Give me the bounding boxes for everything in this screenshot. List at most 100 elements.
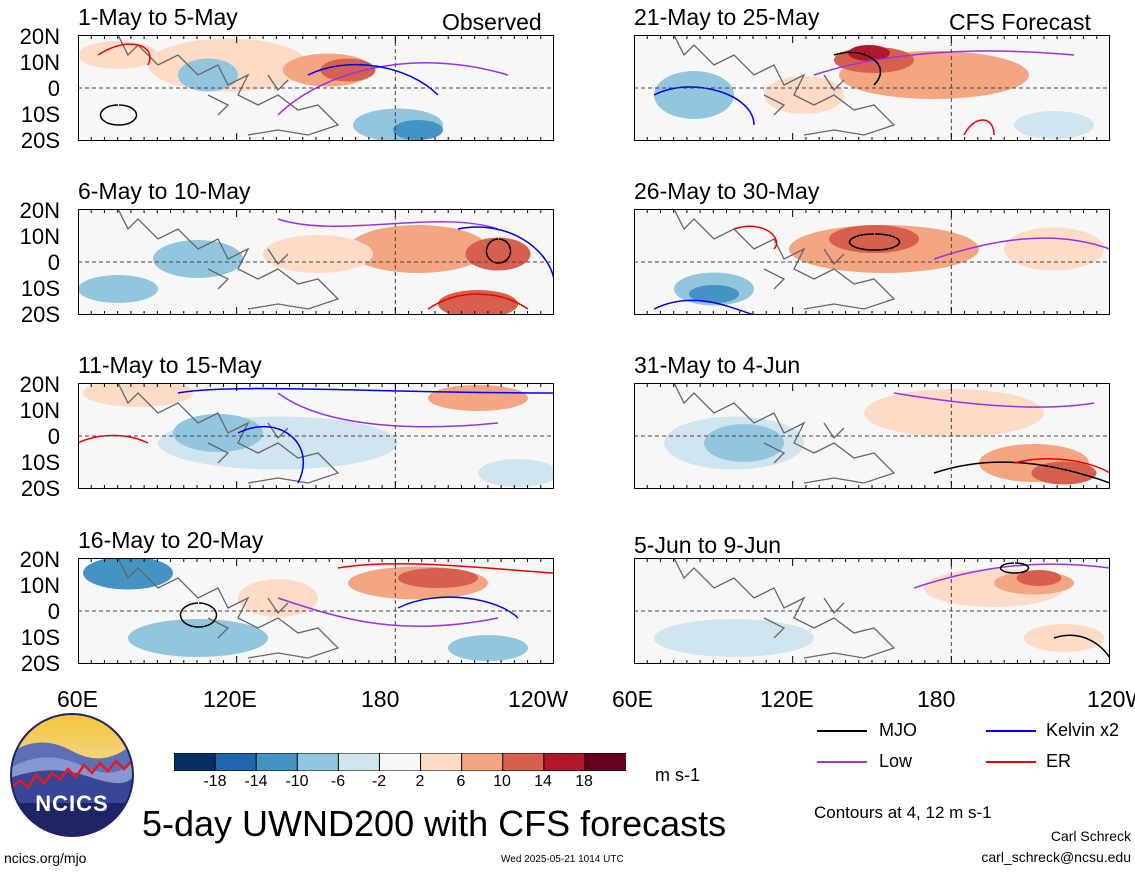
anomaly-shading	[764, 76, 844, 114]
anomaly-shading	[848, 45, 890, 61]
wave-contour	[813, 50, 1075, 76]
main-title: 5-day UWND200 with CFS forecasts	[142, 803, 727, 844]
map-panel-4	[78, 558, 554, 664]
map-panel-3	[78, 383, 554, 489]
wave-contour	[1013, 458, 1110, 474]
anomaly-shading	[398, 568, 478, 588]
panel-title-3: 11-May to 15-May	[78, 352, 262, 378]
coastline	[673, 35, 896, 136]
y-tick-label: 10N	[19, 224, 60, 249]
colorbar-swatches	[173, 752, 628, 772]
forecast-label: CFS Forecast	[949, 9, 1091, 35]
author-email: carl_schreck@ncsu.edu	[981, 849, 1131, 865]
colorbar-label: 18	[575, 773, 593, 790]
y-tick-label: 0	[47, 599, 60, 624]
wave-contour	[833, 51, 882, 86]
anomaly-shading	[654, 619, 814, 657]
y-tick-label: 20N	[19, 547, 60, 572]
colorbar-swatch	[255, 752, 299, 772]
wave-contour	[933, 237, 1110, 260]
colorbar-swatch	[337, 752, 381, 772]
colorbar-label: -10	[285, 773, 309, 790]
wave-contour	[893, 392, 1095, 408]
legend-label-er: ER	[1046, 751, 1072, 771]
contour-note: Contours at 4, 12 m s-1	[814, 803, 992, 822]
map-panel-5	[634, 35, 1110, 141]
y-tick-label: 0	[47, 250, 60, 275]
map-canvas	[634, 209, 1110, 315]
wave-contour	[1053, 634, 1110, 659]
colorbar-swatch	[378, 752, 422, 772]
colorbar-label: -14	[244, 773, 268, 790]
map-canvas	[78, 383, 554, 489]
y-tick-label: 10S	[20, 625, 60, 650]
wave-contour	[277, 392, 499, 428]
coastline	[117, 35, 340, 136]
timestamp: Wed 2025-05-21 1014 UTC	[501, 854, 624, 865]
anomaly-shading	[1024, 624, 1104, 652]
anomaly-shading	[173, 414, 263, 452]
wave-contour	[963, 119, 995, 136]
panel-title-2: 6-May to 10-May	[78, 178, 251, 204]
anomaly-shading	[83, 383, 193, 407]
ncics-logo: NCICS	[10, 713, 134, 837]
anomaly-shading	[448, 635, 528, 661]
wave-contour	[277, 597, 499, 628]
x-tick-label: 120E	[760, 686, 814, 712]
wave-contour	[999, 562, 1030, 574]
y-tick-label: 10N	[19, 573, 60, 598]
anomaly-shading	[78, 275, 158, 303]
y-tick-label: 20S	[20, 302, 60, 327]
anomaly-shading	[263, 235, 373, 273]
colorbar-swatch	[420, 752, 463, 772]
y-tick-label: 20N	[19, 198, 60, 223]
y-tick-label: 10S	[20, 102, 60, 127]
panel-title-1: 1-May to 5-May	[78, 4, 238, 30]
units-label: m s-1	[655, 765, 700, 785]
wave-contour	[427, 293, 529, 310]
y-tick-label: 10N	[19, 50, 60, 75]
wave-contour	[733, 225, 778, 250]
x-tick-label: 60E	[57, 686, 98, 712]
legend-label-mjo: MJO	[879, 720, 917, 740]
anomaly-shading	[465, 237, 531, 271]
y-tick-label: 10S	[20, 276, 60, 301]
x-tick-label: 120W	[1087, 686, 1135, 712]
anomaly-shading	[1014, 111, 1094, 139]
site-link[interactable]: ncics.org/mjo	[4, 850, 87, 866]
colorbar-swatch	[214, 752, 258, 772]
legend-line-mjo	[817, 730, 867, 732]
y-tick-label: 20S	[20, 128, 60, 153]
anomaly-shading	[478, 459, 554, 487]
coastline	[117, 209, 340, 310]
x-tick-label: 180	[917, 686, 956, 712]
wave-contour	[99, 104, 138, 126]
wave-contour	[653, 299, 755, 315]
x-tick-label: 120W	[508, 686, 569, 712]
map-panel-1	[78, 35, 554, 141]
wave-contour	[277, 62, 509, 116]
anomaly-shading	[1016, 570, 1062, 586]
anomaly-shading	[153, 240, 243, 278]
map-panel-2	[78, 209, 554, 315]
coastline	[673, 383, 896, 484]
coastline	[673, 209, 896, 310]
anomaly-shading	[78, 41, 158, 69]
colorbar	[173, 752, 628, 772]
y-tick-label: 0	[47, 424, 60, 449]
colorbar-label: -6	[330, 773, 346, 790]
anomaly-shading	[689, 285, 739, 303]
x-tick-label: 180	[361, 686, 400, 712]
map-panel-6	[634, 209, 1110, 315]
anomaly-shading	[864, 389, 1044, 437]
colorbar-label: 6	[456, 773, 466, 790]
wave-contour	[848, 233, 901, 251]
y-tick-label: 10S	[20, 450, 60, 475]
x-tick-label: 120E	[203, 686, 257, 712]
wave-contour	[913, 563, 1110, 589]
anomaly-shading	[393, 120, 443, 140]
anomaly-shading	[1031, 461, 1097, 485]
panel-title-7: 31-May to 4-Jun	[634, 352, 801, 378]
colorbar-swatch	[296, 752, 340, 772]
colorbar-label: -18	[203, 773, 227, 790]
